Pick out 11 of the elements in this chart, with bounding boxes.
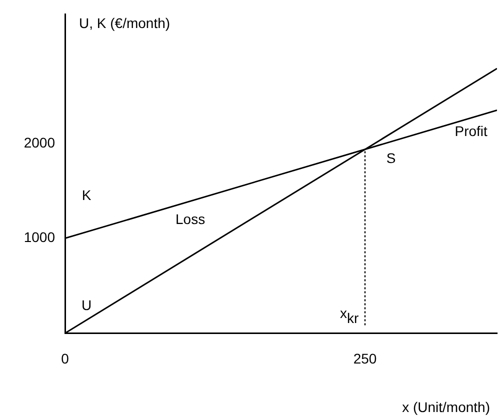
annotation: S (386, 150, 396, 166)
annotation: Profit (454, 123, 488, 140)
y-tick-label: 1000 (24, 229, 56, 246)
x-tick-label: 0 (61, 350, 70, 366)
series-label: U (82, 296, 92, 313)
x-tick-label: 250 (353, 350, 377, 366)
y-axis-title: U, K (€/month) (79, 14, 170, 31)
y-tick-label: 2000 (24, 134, 56, 150)
annotation: Loss (175, 210, 206, 227)
series-label: K (82, 186, 92, 203)
x-axis-title: x (Unit/month) (402, 398, 490, 415)
